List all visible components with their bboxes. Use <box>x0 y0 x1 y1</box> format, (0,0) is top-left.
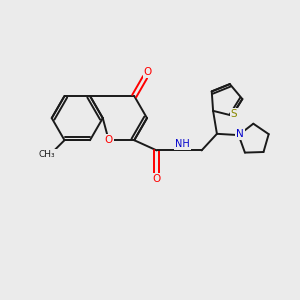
Text: S: S <box>231 109 237 119</box>
Text: CH₃: CH₃ <box>39 150 56 159</box>
Text: O: O <box>144 67 152 77</box>
Text: NH: NH <box>175 139 190 149</box>
Text: O: O <box>105 135 113 145</box>
Text: O: O <box>153 174 161 184</box>
Text: N: N <box>236 129 244 139</box>
